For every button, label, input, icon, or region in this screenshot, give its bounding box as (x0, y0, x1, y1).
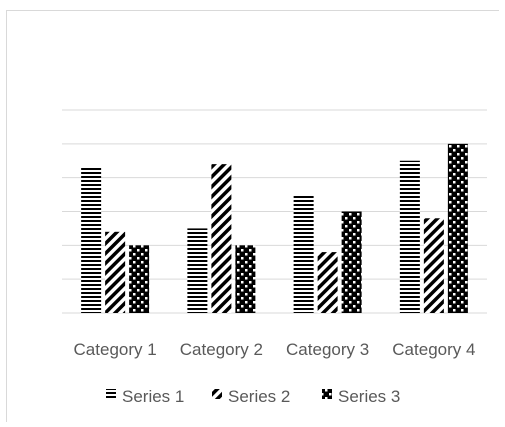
bar-series-1-category-4 (399, 160, 420, 313)
bar-series-1-category-1 (81, 167, 102, 313)
legend: Series 1 Series 2 Series 3 (106, 387, 400, 406)
legend-swatch-series-2 (212, 389, 222, 399)
bar-series-1-category-2 (187, 228, 208, 313)
legend-label-series-1: Series 1 (122, 387, 184, 406)
category-label: Category 1 (74, 340, 157, 359)
bar-series-3-category-4 (447, 143, 468, 313)
bar-series-1-category-3 (293, 194, 314, 313)
chart-area (6, 10, 499, 422)
bar-series-3-category-1 (129, 245, 150, 313)
legend-label-series-2: Series 2 (228, 387, 290, 406)
bar-series-3-category-2 (235, 245, 256, 313)
category-labels: Category 1 Category 2 Category 3 Category 4 (74, 340, 476, 359)
category-label: Category 2 (180, 340, 263, 359)
legend-swatch-series-3 (322, 389, 332, 399)
gridlines (62, 109, 487, 314)
bar-series-2-category-4 (423, 218, 444, 313)
bar-series-3-category-3 (341, 211, 362, 313)
legend-swatch-series-1 (106, 389, 116, 399)
category-label: Category 4 (392, 340, 475, 359)
bar-series-2-category-2 (211, 164, 232, 313)
bars (81, 143, 468, 313)
legend-label-series-3: Series 3 (338, 387, 400, 406)
bar-series-2-category-1 (105, 231, 126, 313)
bar-series-2-category-3 (317, 252, 338, 313)
category-label: Category 3 (286, 340, 369, 359)
